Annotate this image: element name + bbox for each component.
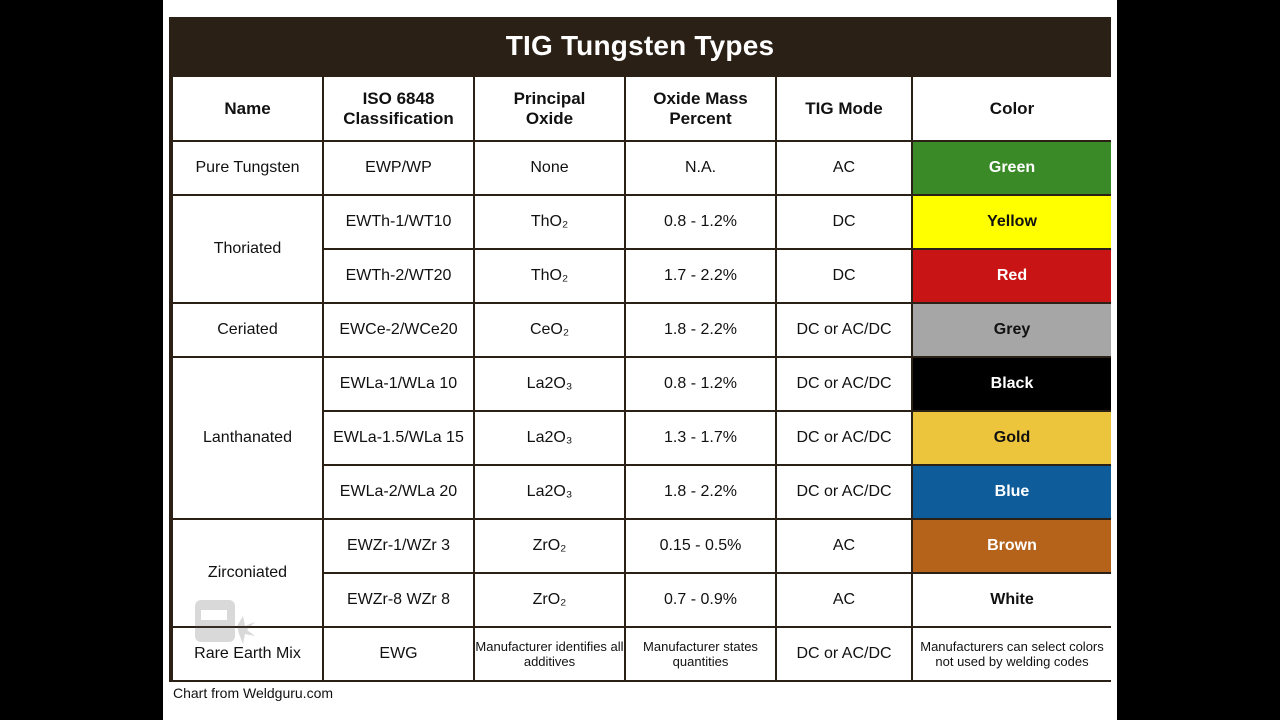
oxide-mass-cell: 0.15 - 0.5% (626, 520, 775, 572)
table-row: EWLa-2/WLa 20 La2O₃ 1.8 - 2.2% DC or AC/DC B… (173, 466, 1111, 518)
principal-oxide-cell: La2O₃ (475, 466, 624, 518)
tig-mode-cell: DC (777, 196, 911, 248)
iso-classification-cell: EWLa-2/WLa 20 (324, 466, 473, 518)
type-name-cell: Zirconiated (173, 520, 322, 626)
iso-classification-cell: EWLa-1/WLa 10 (324, 358, 473, 410)
color-swatch-cell: Gold (913, 412, 1111, 464)
table-row: EWLa-1.5/WLa 15 La2O₃ 1.3 - 1.7% DC or AC/D… (173, 412, 1111, 464)
tig-mode-cell: DC or AC/DC (777, 358, 911, 410)
header-mass: Oxide Mass Percent (626, 77, 775, 140)
tig-mode-cell: DC (777, 250, 911, 302)
header-oxide: Principal Oxide (475, 77, 624, 140)
table-row: EWZr-8 WZr 8 ZrO₂ 0.7 - 0.9% AC White (173, 574, 1111, 626)
principal-oxide-cell: Manufacturer identifies all additives (475, 628, 624, 680)
welding-helmet-icon (195, 600, 255, 644)
oxide-mass-cell: Manufacturer states quantities (626, 628, 775, 680)
type-name-cell: Lanthanated (173, 358, 322, 518)
principal-oxide-cell: ZrO₂ (475, 520, 624, 572)
table-title: TIG Tungsten Types (505, 30, 775, 61)
tig-mode-cell: AC (777, 574, 911, 626)
oxide-mass-cell: 1.8 - 2.2% (626, 304, 775, 356)
table-body: Pure Tungsten EWP/WP None N.A. AC Green Thoria… (173, 142, 1111, 680)
color-swatch-cell: Grey (913, 304, 1111, 356)
table-frame: TIG Tungsten Types Name ISO 6848 Classif… (169, 17, 1111, 682)
table-row: Ceriated EWCe-2/WCe20 CeO₂ 1.8 - 2.2% DC or … (173, 304, 1111, 356)
oxide-mass-cell: 0.8 - 1.2% (626, 196, 775, 248)
principal-oxide-cell: La2O₃ (475, 358, 624, 410)
header-color: Color (913, 77, 1111, 140)
tig-mode-cell: DC or AC/DC (777, 628, 911, 680)
tig-mode-cell: AC (777, 142, 911, 194)
header-row: Name ISO 6848 Classification Principal O… (173, 77, 1111, 140)
color-swatch-cell: White (913, 574, 1111, 626)
iso-classification-cell: EWTh-2/WT20 (324, 250, 473, 302)
table-row: Lanthanated EWLa-1/WLa 10 La2O₃ 0.8 - 1.2% D… (173, 358, 1111, 518)
iso-classification-cell: EWP/WP (324, 142, 473, 194)
color-swatch-cell: Brown (913, 520, 1111, 572)
oxide-mass-cell: 0.8 - 1.2% (626, 358, 775, 410)
tig-mode-cell: DC or AC/DC (777, 466, 911, 518)
oxide-mass-cell: 1.7 - 2.2% (626, 250, 775, 302)
document-page: TIG Tungsten Types Name ISO 6848 Classif… (163, 0, 1117, 720)
color-swatch-cell: Black (913, 358, 1111, 410)
iso-classification-cell: EWZr-8 WZr 8 (324, 574, 473, 626)
principal-oxide-cell: ZrO₂ (475, 574, 624, 626)
table-row: Pure Tungsten EWP/WP None N.A. AC Green (173, 142, 1111, 194)
table-row: Thoriated EWTh-1/WT10 ThO₂ 0.8 - 1.2% DC Yell… (173, 196, 1111, 302)
iso-classification-cell: EWLa-1.5/WLa 15 (324, 412, 473, 464)
principal-oxide-cell: ThO₂ (475, 250, 624, 302)
tig-mode-cell: DC or AC/DC (777, 304, 911, 356)
header-iso: ISO 6848 Classification (324, 77, 473, 140)
type-name-cell: Rare Earth Mix (173, 628, 322, 680)
table-row: Rare Earth Mix EWG Manufacturer identifies… (173, 628, 1111, 680)
principal-oxide-cell: La2O₃ (475, 412, 624, 464)
table-row: Zirconiated EWZr-1/WZr 3 ZrO₂ 0.15 - 0.5% AC… (173, 520, 1111, 626)
color-swatch-cell: Red (913, 250, 1111, 302)
header-mass-text: Oxide Mass Percent (653, 88, 748, 128)
tungsten-table: Name ISO 6848 Classification Principal O… (171, 75, 1113, 682)
type-name-cell: Ceriated (173, 304, 322, 356)
oxide-mass-cell: N.A. (626, 142, 775, 194)
oxide-mass-cell: 1.3 - 1.7% (626, 412, 775, 464)
type-name-cell: Thoriated (173, 196, 322, 302)
type-name-cell: Pure Tungsten (173, 142, 322, 194)
color-swatch-cell: Yellow (913, 196, 1111, 248)
principal-oxide-cell: None (475, 142, 624, 194)
principal-oxide-cell: ThO₂ (475, 196, 624, 248)
header-iso-text: ISO 6848 Classification (343, 88, 454, 128)
tig-mode-cell: DC or AC/DC (777, 412, 911, 464)
source-credit: Chart from Weldguru.com (173, 685, 334, 701)
color-swatch-cell: Green (913, 142, 1111, 194)
principal-oxide-cell: CeO₂ (475, 304, 624, 356)
header-name: Name (173, 77, 322, 140)
iso-classification-cell: EWZr-1/WZr 3 (324, 520, 473, 572)
tig-mode-cell: AC (777, 520, 911, 572)
iso-classification-cell: EWG (324, 628, 473, 680)
oxide-mass-cell: 1.8 - 2.2% (626, 466, 775, 518)
iso-classification-cell: EWTh-1/WT10 (324, 196, 473, 248)
table-row: EWTh-2/WT20 ThO₂ 1.7 - 2.2% DC Red (173, 250, 1111, 302)
iso-classification-cell: EWCe-2/WCe20 (324, 304, 473, 356)
header-mode: TIG Mode (777, 77, 911, 140)
oxide-mass-cell: 0.7 - 0.9% (626, 574, 775, 626)
color-swatch-cell: Manufacturers can select colors not used… (913, 628, 1111, 680)
color-swatch-cell: Blue (913, 466, 1111, 518)
header-oxide-text: Principal Oxide (513, 88, 586, 128)
